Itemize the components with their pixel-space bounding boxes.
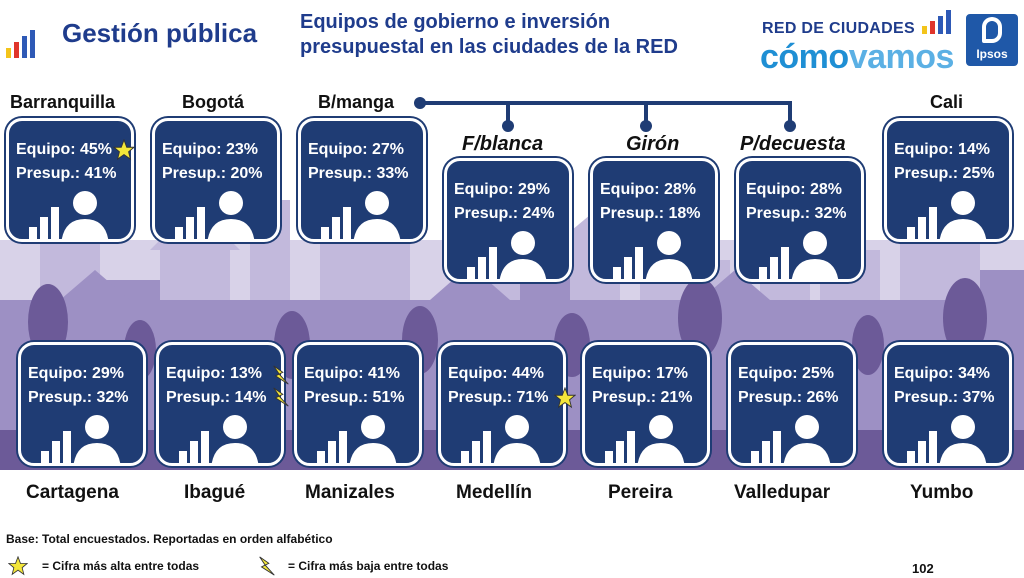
city-card-manizales: Equipo: 41% Presup.: 51% (294, 342, 422, 466)
presup-value: 25% (962, 165, 995, 182)
city-label-cartagena: Cartagena (26, 482, 119, 503)
city-card-cali: Equipo: 14% Presup.: 25% (884, 118, 1012, 242)
page-subtitle: Equipos de gobierno e inversión presupue… (300, 11, 678, 58)
official-pictogram-icon (605, 415, 685, 463)
page-number: 102 (912, 561, 934, 576)
brand-como-vamos: cómovamos (760, 38, 954, 76)
equipo-value: 17% (656, 365, 689, 382)
official-pictogram-icon (467, 231, 547, 279)
connector-drop (506, 101, 510, 123)
presup-value: 32% (814, 205, 847, 222)
city-label-cali: Cali (930, 92, 964, 112)
city-card-fblanca: Equipo: 29% Presup.: 24% (444, 158, 572, 282)
official-pictogram-icon (321, 191, 401, 239)
ipsos-logo: Ipsos (966, 14, 1018, 66)
connector-drop (788, 101, 792, 123)
city-card-pdecuesta: Equipo: 28% Presup.: 32% (736, 158, 864, 282)
equipo-value: 28% (664, 181, 697, 198)
city-card-giron: Equipo: 28% Presup.: 18% (590, 158, 718, 282)
official-pictogram-icon (179, 415, 259, 463)
equipo-value: 25% (802, 365, 835, 382)
city-label-bogota: Bogotá (182, 92, 244, 112)
official-pictogram-icon (613, 231, 693, 279)
lightning-icon (273, 387, 289, 407)
lightning-icon (273, 365, 289, 385)
connector-dot (784, 120, 796, 132)
presup-value: 26% (806, 389, 839, 406)
city-label-fblanca: F/blanca (462, 133, 544, 155)
equipo-value: 13% (230, 365, 263, 382)
city-card-barranquilla: Equipo: 45% Presup.: 41% (6, 118, 134, 242)
official-pictogram-icon (907, 191, 987, 239)
official-pictogram-icon (317, 415, 397, 463)
ipsos-glyph-icon (982, 17, 1002, 43)
city-label-bmanga: B/manga (318, 92, 395, 112)
legend-lightning-icon (259, 556, 275, 576)
page-title: Gestión pública (62, 18, 258, 48)
connector-dot (502, 120, 514, 132)
equipo-value: 29% (518, 181, 551, 198)
city-card-medellin: Equipo: 44% Presup.: 71% (438, 342, 566, 466)
city-label-ibague: Ibagué (184, 482, 246, 503)
connector-dot (414, 97, 426, 109)
presup-value: 20% (230, 165, 263, 182)
star-icon (554, 387, 576, 409)
brand-red-ciudades: RED DE CIUDADES (762, 20, 915, 37)
presup-value: 32% (96, 389, 129, 406)
city-card-pereira: Equipo: 17% Presup.: 21% (582, 342, 710, 466)
city-card-bogota: Equipo: 23% Presup.: 20% (152, 118, 280, 242)
official-pictogram-icon (41, 415, 121, 463)
city-label-pereira: Pereira (608, 482, 673, 503)
city-label-giron: Girón (626, 133, 680, 155)
presup-value: 14% (234, 389, 267, 406)
city-card-ibague: Equipo: 13% Presup.: 14% (156, 342, 284, 466)
equipo-value: 27% (372, 141, 405, 158)
connector-line (420, 101, 792, 105)
city-label-manizales: Manizales (305, 482, 395, 503)
official-pictogram-icon (907, 415, 987, 463)
bar-chart-logo-icon (6, 30, 35, 58)
city-label-medellin: Medellín (456, 482, 533, 503)
presup-value: 21% (660, 389, 693, 406)
equipo-value: 34% (958, 365, 991, 382)
equipo-value: 44% (512, 365, 545, 382)
official-pictogram-icon (751, 415, 831, 463)
official-pictogram-icon (175, 191, 255, 239)
equipo-value: 23% (226, 141, 259, 158)
city-label-valledupar: Valledupar (734, 482, 831, 503)
official-pictogram-icon (461, 415, 541, 463)
presup-value: 33% (376, 165, 409, 182)
official-pictogram-icon (759, 231, 839, 279)
city-card-cartagena: Equipo: 29% Presup.: 32% (18, 342, 146, 466)
connector-dot (640, 120, 652, 132)
equipo-value: 41% (368, 365, 401, 382)
legend-star-icon (8, 556, 28, 576)
presup-value: 24% (522, 205, 555, 222)
city-card-yumbo: Equipo: 34% Presup.: 37% (884, 342, 1012, 466)
official-pictogram-icon (29, 191, 109, 239)
city-label-yumbo: Yumbo (910, 482, 974, 503)
equipo-value: 28% (810, 181, 843, 198)
brand-bars-icon (922, 10, 951, 34)
presup-value: 71% (516, 389, 549, 406)
legend-low: = Cifra más baja entre todas (288, 559, 449, 573)
presup-value: 41% (84, 165, 117, 182)
connector-drop (644, 101, 648, 123)
equipo-value: 14% (958, 141, 991, 158)
presup-value: 51% (372, 389, 405, 406)
equipo-value: 29% (92, 365, 125, 382)
presup-value: 37% (962, 389, 995, 406)
city-label-barranquilla: Barranquilla (10, 92, 116, 112)
city-label-pdecuesta: P/decuesta (740, 133, 846, 155)
legend-high: = Cifra más alta entre todas (42, 559, 200, 573)
city-card-bmanga: Equipo: 27% Presup.: 33% (298, 118, 426, 242)
presup-value: 18% (668, 205, 701, 222)
city-card-valledupar: Equipo: 25% Presup.: 26% (728, 342, 856, 466)
equipo-value: 45% (80, 141, 113, 158)
base-note: Base: Total encuestados. Reportadas en o… (6, 532, 333, 546)
star-icon (113, 139, 135, 161)
